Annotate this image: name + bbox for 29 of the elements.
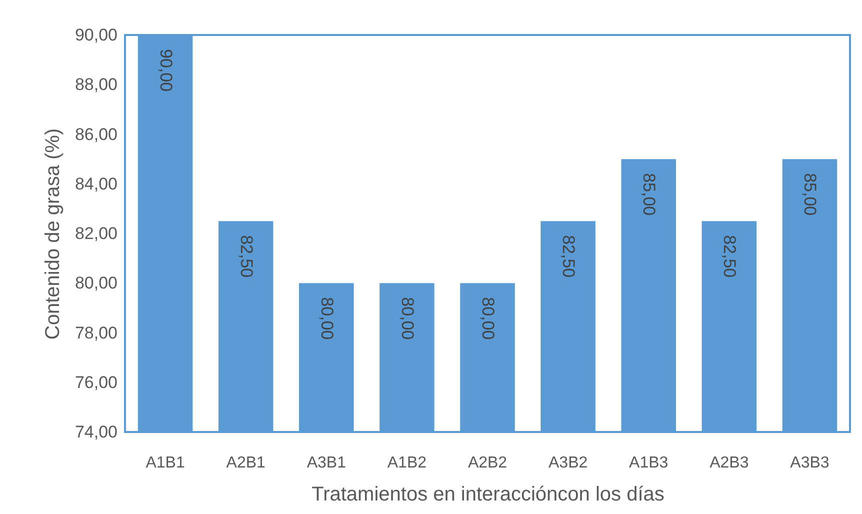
data-label: 85,00 [640, 173, 659, 216]
data-label: 80,00 [478, 297, 498, 340]
data-label: 80,00 [398, 297, 417, 340]
data-label: 82,50 [236, 235, 256, 278]
y-tick-label: 88,00 [74, 75, 118, 94]
x-tick-label: A3B2 [548, 454, 588, 472]
data-label: 90,00 [156, 49, 176, 92]
x-tick-label: A2B1 [226, 454, 266, 472]
y-axis-title: Contenido de grasa (%) [42, 128, 64, 340]
y-tick-label: 84,00 [74, 174, 118, 194]
x-tick-label: A1B3 [629, 454, 668, 472]
x-tick-label: A3B3 [790, 454, 830, 472]
data-label: 82,50 [559, 235, 578, 278]
x-tick-label: A1B1 [146, 454, 185, 472]
y-tick-label: 74,00 [74, 422, 118, 442]
y-tick-label: 86,00 [74, 124, 118, 144]
y-tick-label: 82,00 [74, 224, 118, 243]
data-label: 85,00 [800, 173, 820, 216]
x-tick-label: A1B2 [387, 454, 427, 472]
y-tick-label: 78,00 [74, 323, 118, 342]
data-label: 82,50 [720, 235, 740, 278]
x-tick-label: A2B3 [710, 454, 749, 472]
x-tick-label: A2B2 [468, 454, 508, 472]
x-tick-label: A3B1 [306, 454, 346, 472]
x-axis-title: Tratamientos en interaccióncon los días [312, 484, 664, 506]
data-label: 80,00 [317, 297, 336, 340]
y-tick-label: 80,00 [74, 274, 118, 293]
y-tick-label: 90,00 [74, 26, 118, 44]
y-tick-label: 76,00 [74, 372, 118, 392]
